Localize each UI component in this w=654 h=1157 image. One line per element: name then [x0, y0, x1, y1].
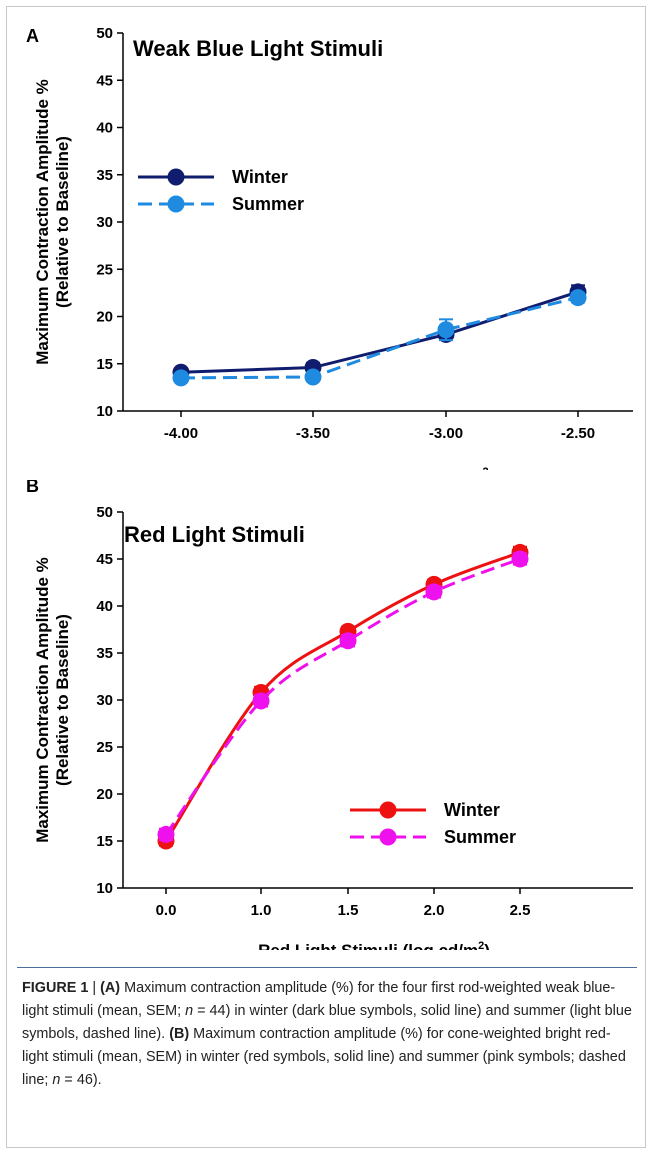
x-axis-title-main: Red Light Stimuli (log cd/m [258, 941, 478, 950]
x-tick-label: 2.0 [424, 902, 445, 919]
caption-part: n [185, 1003, 194, 1019]
figure-caption: FIGURE 1 | (A) Maximum contraction ampli… [22, 977, 634, 1092]
x-tick-label: -3.00 [429, 425, 463, 442]
caption-part: Maximum contraction amplitude (%) for th… [22, 980, 616, 1019]
data-point-summer [437, 321, 455, 339]
legend-label-winter: Winter [444, 800, 500, 820]
x-tick-label: -4.00 [164, 425, 198, 442]
y-tick-label: 30 [96, 214, 113, 231]
figure-frame [6, 6, 646, 1148]
data-point-summer [569, 289, 587, 307]
y-tick-label: 40 [96, 120, 113, 137]
y-tick-label: 20 [96, 309, 113, 326]
y-tick-label: 30 [96, 692, 113, 709]
legend-marker-summer [379, 828, 397, 846]
caption-label: FIGURE 1 [22, 980, 89, 996]
y-tick-label: 35 [96, 167, 113, 184]
x-tick-label: -3.50 [296, 425, 330, 442]
chart-title: Weak Blue Light Stimuli [133, 36, 383, 61]
data-point-summer [511, 550, 529, 568]
panel-letter: A [26, 26, 39, 46]
caption-part: (A) [100, 980, 121, 996]
y-axis-title-line2: (Relative to Baseline) [53, 614, 72, 786]
x-tick-label: 1.0 [251, 902, 272, 919]
legend-marker-winter [167, 168, 185, 186]
legend-marker-winter [379, 801, 397, 819]
legend-label-summer: Summer [444, 827, 516, 847]
chart-panel-a: A Weak Blue Light Stimuli 10 15 20 25 30 35 40 45… [26, 25, 633, 470]
y-tick-label: 10 [96, 403, 113, 420]
caption-part: Maximum contraction amplitude (%) for co… [22, 1026, 626, 1088]
y-tick-label: 15 [96, 833, 113, 850]
series-line-summer [180, 296, 579, 380]
y-tick-label: 45 [96, 551, 113, 568]
y-axis-title-line2: (Relative to Baseline) [53, 136, 72, 308]
series-line-winter [164, 551, 521, 842]
data-point-summer [172, 369, 190, 387]
data-point-summer [425, 583, 443, 601]
x-tick-label: 0.0 [156, 902, 177, 919]
legend-label-summer: Summer [232, 194, 304, 214]
y-axis-title-line1: Maximum Contraction Amplitude % [33, 79, 52, 365]
caption-separator: | [88, 980, 101, 996]
y-tick-label: 25 [96, 261, 113, 278]
data-point-summer [252, 692, 270, 710]
y-tick-label: 45 [96, 72, 113, 89]
data-point-summer [339, 632, 357, 650]
panel-letter: B [26, 480, 39, 496]
series-line-winter [180, 290, 579, 374]
y-tick-label: 40 [96, 598, 113, 615]
y-tick-label: 10 [96, 880, 113, 897]
y-tick-label: 20 [96, 786, 113, 803]
y-tick-label: 50 [96, 504, 113, 521]
y-tick-label: 25 [96, 739, 113, 756]
x-tick-label: 2.5 [510, 902, 531, 919]
data-point-summer [157, 825, 175, 843]
caption-part: = 44) in winter (dark blue symbols, soli… [22, 1003, 632, 1042]
series-line-summer [164, 557, 521, 836]
x-axis-title: Red Light Stimuli (log cd/m2) [258, 940, 490, 950]
caption-divider [17, 967, 637, 968]
data-point-summer [304, 368, 322, 386]
x-axis-title-superscript: 2 [482, 466, 488, 470]
x-axis-title-end: ) [489, 467, 495, 470]
legend-marker-summer [167, 195, 185, 213]
caption-part: = 46). [60, 1072, 102, 1088]
y-tick-label: 15 [96, 356, 113, 373]
y-tick-label: 50 [96, 25, 113, 42]
x-tick-label: -2.50 [561, 425, 595, 442]
caption-body: (A) Maximum contraction amplitude (%) fo… [22, 980, 632, 1088]
caption-part: n [52, 1072, 61, 1088]
y-tick-label: 35 [96, 645, 113, 662]
legend-label-winter: Winter [232, 167, 288, 187]
caption-part: (B) [169, 1026, 190, 1042]
y-axis-title-line1: Maximum Contraction Amplitude % [33, 557, 52, 843]
x-tick-label: 1.5 [338, 902, 359, 919]
x-axis-title-end: ) [484, 941, 490, 950]
x-axis-title-superscript: 2 [478, 940, 484, 950]
chart-title: Red Light Stimuli [124, 522, 305, 547]
x-axis-title: Blue Light Stimuli (log cd/m2) [258, 466, 495, 470]
x-axis-title-main: Blue Light Stimuli (log cd/m [258, 467, 483, 470]
chart-panel-b: B Red Light Stimuli 10 15 20 25 30 35 40 45 50 0.0 1… [26, 480, 633, 950]
